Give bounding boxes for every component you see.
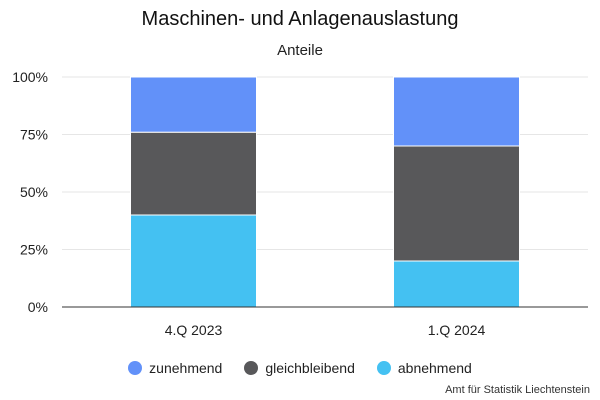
y-tick-label: 0% bbox=[28, 299, 48, 315]
y-tick-label: 75% bbox=[20, 127, 48, 143]
legend-swatch-zunehmend bbox=[128, 361, 143, 375]
source-credit: Amt für Statistik Liechtenstein bbox=[445, 384, 590, 396]
legend-swatch-abnehmend bbox=[376, 361, 391, 375]
legend-label: abnehmend bbox=[397, 360, 472, 376]
chart-subtitle: Anteile bbox=[277, 42, 323, 59]
bars bbox=[130, 76, 520, 308]
x-tick-label: 4.Q 2023 bbox=[165, 322, 223, 338]
legend-label: gleichbleibend bbox=[265, 360, 355, 376]
bar-segment-abnehmend[interactable] bbox=[130, 214, 257, 308]
bar-segment-zunehmend[interactable] bbox=[130, 76, 257, 133]
x-axis: 4.Q 2023 1.Q 2024 bbox=[62, 306, 588, 338]
bar-segment-gleichbleibend[interactable] bbox=[393, 145, 520, 262]
x-tick-label: 1.Q 2024 bbox=[428, 322, 486, 338]
legend-item-zunehmend[interactable]: zunehmend bbox=[128, 360, 222, 376]
legend-item-abnehmend[interactable]: abnehmend bbox=[376, 360, 472, 376]
y-tick-label: 25% bbox=[20, 242, 48, 258]
bar-segment-gleichbleibend[interactable] bbox=[130, 131, 257, 216]
legend-label: zunehmend bbox=[149, 360, 223, 376]
legend-swatch-gleichbleibend bbox=[244, 361, 259, 375]
bar-segment-zunehmend[interactable] bbox=[393, 76, 520, 147]
y-axis: 0% 25% 50% 75% 100% bbox=[12, 69, 48, 315]
y-tick-label: 50% bbox=[20, 184, 48, 200]
y-tick-label: 100% bbox=[12, 69, 48, 85]
chart-title: Maschinen- und Anlagenauslastung bbox=[141, 8, 459, 30]
bar-segment-abnehmend[interactable] bbox=[393, 260, 520, 308]
legend: zunehmend gleichbleibend abnehmend bbox=[0, 360, 600, 376]
legend-item-gleichbleibend[interactable]: gleichbleibend bbox=[244, 360, 355, 376]
